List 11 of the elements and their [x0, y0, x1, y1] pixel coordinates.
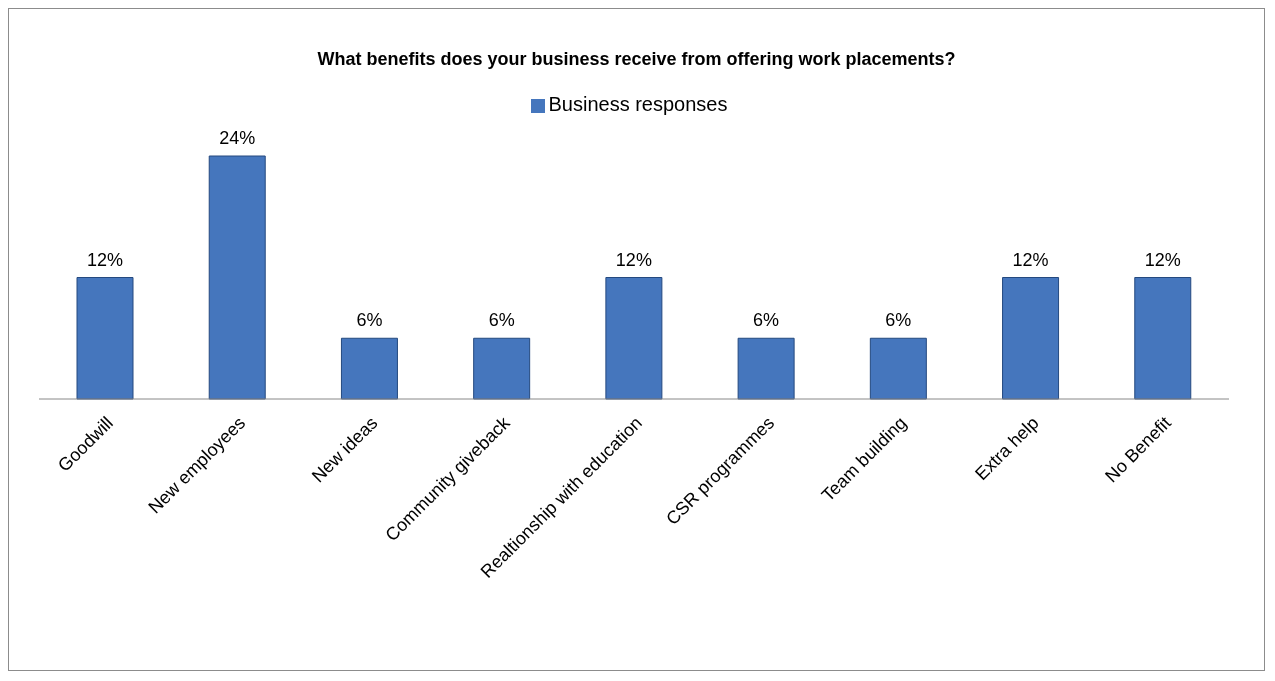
data-label: 24% — [219, 128, 256, 148]
chart-title: What benefits does your business receive from offering work placements? — [316, 48, 957, 71]
legend-label: Business responses — [548, 93, 728, 115]
data-label: 6% — [488, 310, 515, 331]
data-label: 12% — [1012, 249, 1049, 270]
data-label: 6% — [753, 310, 780, 331]
data-label: 6% — [356, 310, 383, 331]
data-label: 12% — [1144, 249, 1181, 270]
data-label: 12% — [615, 249, 652, 270]
data-label: 12% — [86, 249, 124, 270]
data-label: 6% — [885, 310, 912, 331]
